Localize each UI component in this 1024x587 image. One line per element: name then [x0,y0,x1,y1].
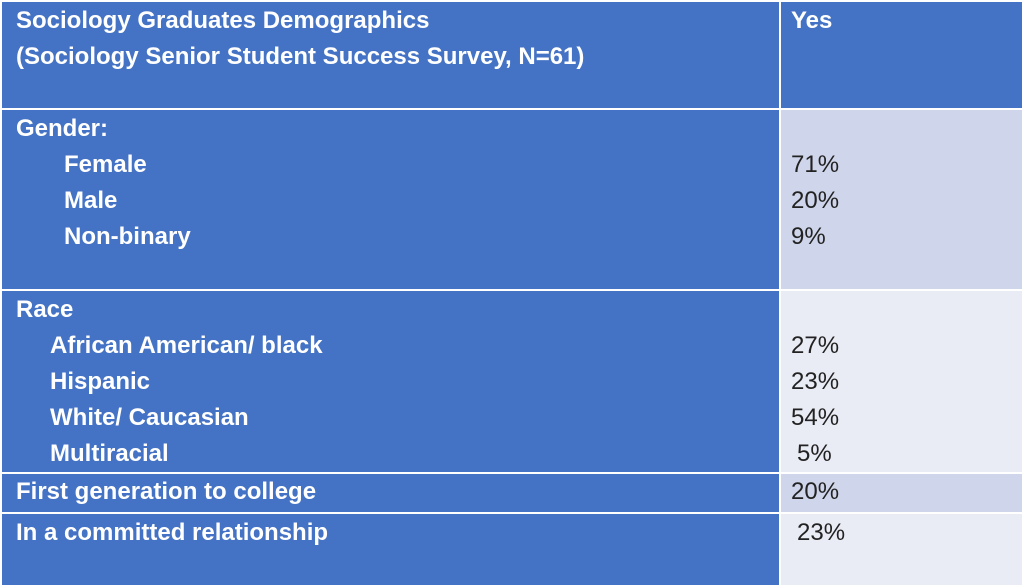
table-header-row: Sociology Graduates Demographics (Sociol… [0,0,1024,110]
gender-item-value: 20% [791,187,840,214]
relationship-value-cell: 23% [779,512,1024,587]
first-generation-label: First generation to college [16,478,317,505]
relationship-label: In a committed relationship [16,519,329,546]
gender-item-label: Female [64,151,147,178]
gender-heading: Gender: [16,115,109,142]
relationship-label-cell: In a committed relationship [0,512,781,587]
first-generation-label-cell: First generation to college [0,472,781,514]
gender-value-cell: 71% 20% 9% [779,108,1024,291]
gender-item-label: Non-binary [64,223,191,250]
race-label-cell: Race African American/ black Hispanic Wh… [0,289,781,474]
gender-item-value: 9% [791,223,826,250]
race-item-label: Multiracial [50,440,169,467]
first-generation-row: First generation to college 20% [0,472,1024,514]
relationship-row: In a committed relationship 23% [0,512,1024,587]
race-item-value: 27% [791,332,840,359]
relationship-value: 23% [797,519,846,546]
yes-column-header: Yes [779,0,1024,110]
table-title-cell: Sociology Graduates Demographics (Sociol… [0,0,781,110]
table-subtitle: (Sociology Senior Student Success Survey… [16,43,585,70]
race-item-label: Hispanic [50,368,151,395]
table-title: Sociology Graduates Demographics [16,7,430,34]
race-item-value: 54% [791,404,840,431]
race-item-value: 23% [791,368,840,395]
race-item-label: White/ Caucasian [50,404,249,431]
race-item-label: African American/ black [50,332,323,359]
race-heading: Race [16,296,74,323]
gender-item-label: Male [64,187,118,214]
gender-label-cell: Gender: Female Male Non-binary [0,108,781,291]
race-value-cell: 27% 23% 54% 5% [779,289,1024,474]
race-item-value: 5% [797,440,832,467]
first-generation-value-cell: 20% [779,472,1024,514]
gender-row: Gender: Female Male Non-binary 71% 20% 9… [0,108,1024,291]
yes-column-label: Yes [791,7,833,34]
race-row: Race African American/ black Hispanic Wh… [0,289,1024,474]
first-generation-value: 20% [791,478,840,505]
gender-item-value: 71% [791,151,840,178]
